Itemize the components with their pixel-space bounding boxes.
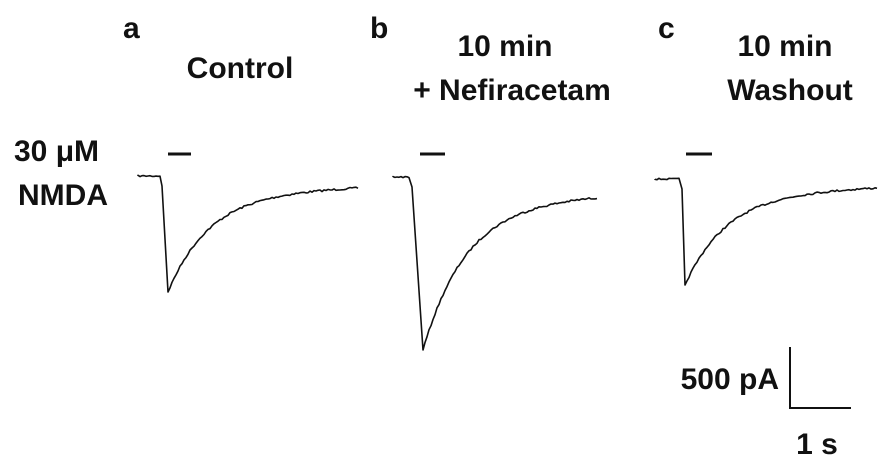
panel-title: Washout	[727, 74, 853, 107]
panel-title: Control	[187, 52, 294, 85]
current-trace	[137, 174, 359, 293]
panel-letter: c	[658, 12, 675, 45]
scale-label-current: 500 pA	[681, 363, 779, 396]
panel-title: + Nefiracetam	[413, 74, 611, 107]
panel-title: 10 min	[737, 30, 832, 63]
scale-label-time: 1 s	[796, 428, 838, 461]
stimulus-label: 30 μM	[14, 135, 99, 168]
panel-title: 10 min	[457, 30, 552, 63]
panel-letter: a	[123, 12, 140, 45]
stimulus-label: NMDA	[18, 179, 108, 212]
current-trace	[392, 175, 598, 351]
traces	[137, 174, 878, 351]
panel-letter: b	[370, 12, 388, 45]
current-trace	[654, 177, 878, 286]
